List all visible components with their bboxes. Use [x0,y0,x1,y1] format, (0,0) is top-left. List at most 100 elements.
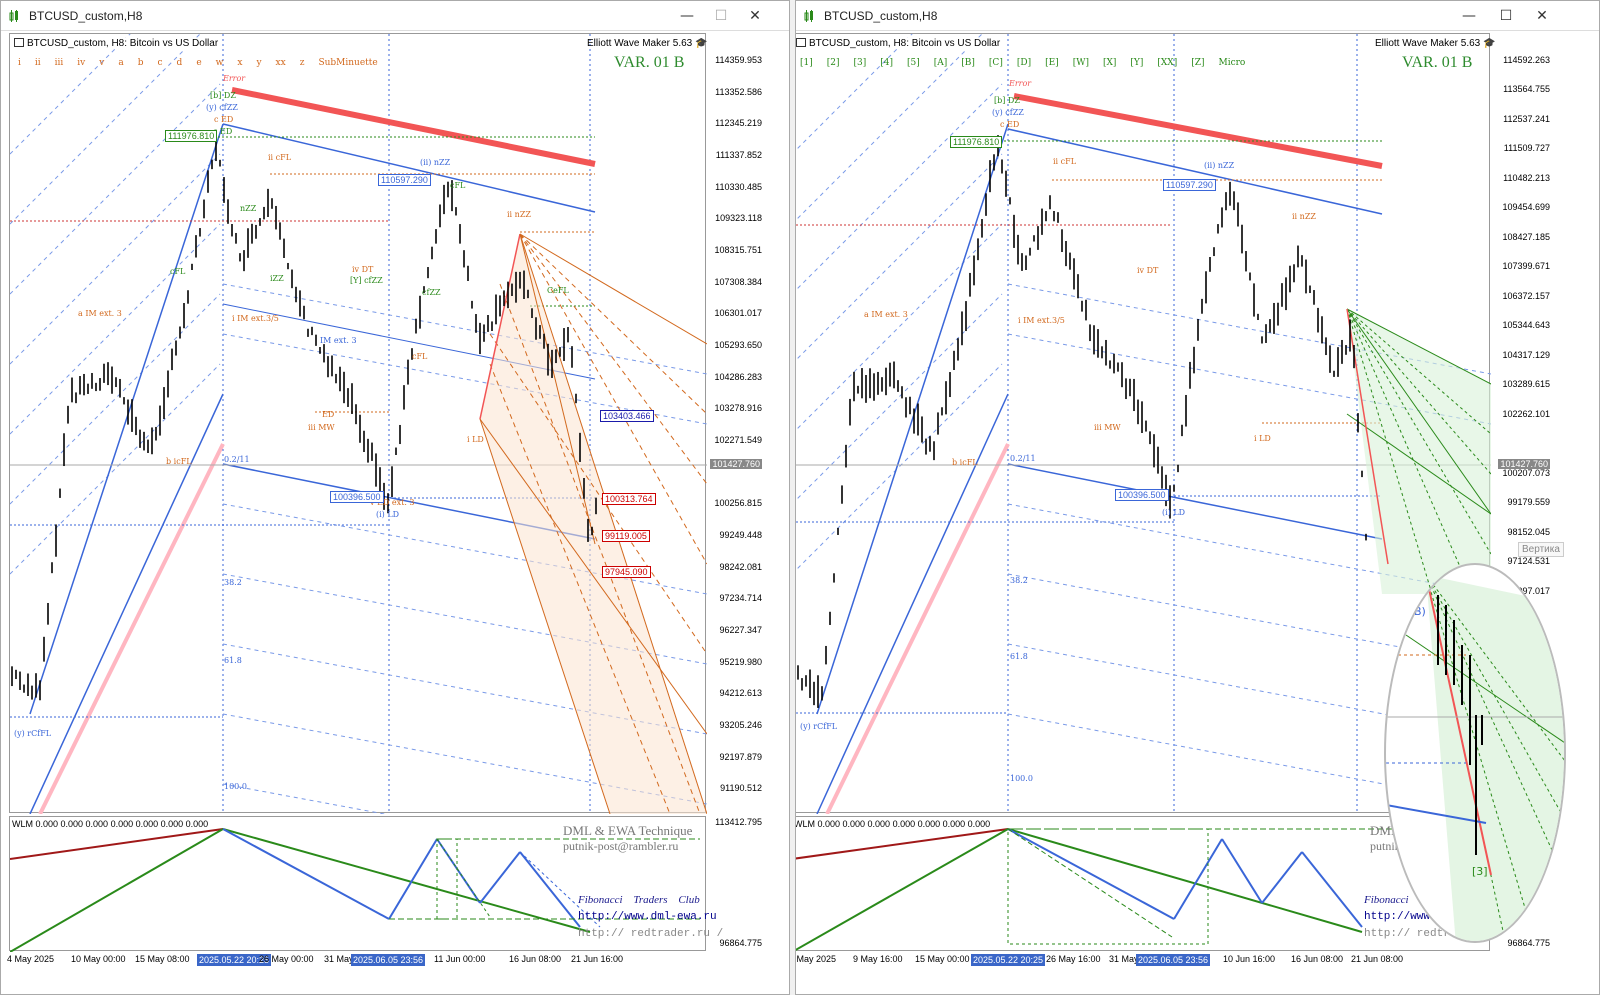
maximize-button[interactable]: ☐ [714,8,728,24]
wave-label: v ED ext. 3 [370,498,415,507]
url-link[interactable]: http://www.dml-ewa.ru [578,911,717,923]
wlm-subwindow[interactable]: WLM 0.000 0.000 0.000 0.000 0.000 0.000 … [9,816,723,953]
wave-label: iii MW [1094,423,1121,432]
wave-degree-item[interactable]: SubMinuette [318,58,378,68]
wave-degree-toolbar[interactable]: [1] [2] [3] [4] [5] [A] [B] [C] [D] [E] [W] [X] [Y] [… [800,58,1259,68]
wave-degree-item[interactable]: e [196,58,202,68]
price-box[interactable]: 110597.290 [378,174,431,186]
wave-degree-item[interactable]: [XX] [1157,58,1178,68]
time-tick: 26 May 16:00 [1046,954,1101,964]
price-tick: 114359.953 [715,55,762,65]
wave-label: c ED [1000,120,1020,129]
window-titlebar[interactable]: BTCUSD_custom,H8 — ☐ ✕ [1,1,789,31]
wave-degree-item[interactable]: [5] [907,58,920,68]
wave-degree-item[interactable]: xx [275,58,286,68]
wave-degree-item[interactable]: [1] [800,58,813,68]
wave-degree-item[interactable]: z [299,58,305,68]
magnifier-lens[interactable]: B) [3] [1384,563,1566,943]
wave-label: iZZ [270,274,284,283]
current-price-tag: 101427.760 [710,459,762,469]
maximize-button[interactable]: ☐ [1499,8,1513,24]
wave-degree-item[interactable]: iv [77,58,86,68]
wave-label: cFL [170,267,186,276]
wave-label: i IM ext.3/5 [1018,316,1065,325]
price-scale[interactable]: 114359.953 113352.586 112345.219 111337.852… [706,33,762,813]
wave-degree-item[interactable]: [Y] [1130,58,1144,68]
wave-degree-toolbar[interactable]: i ii iii iv v a b c d e w x y xx z SubMinuette [18,58,392,68]
fib-club-text: Fibonacci [1364,894,1409,906]
minimize-button[interactable]: — [1462,8,1476,24]
price-box[interactable]: 100396.500 [330,491,384,503]
wave-degree-item[interactable]: y [256,58,262,68]
wave-degree-item[interactable]: [Z] [1191,58,1205,68]
price-tick: 107308.384 [714,277,762,287]
price-box[interactable]: 103403.466 [600,410,654,422]
fib-level: 61.8 [224,656,242,665]
url-link[interactable]: http:// redtr [1364,928,1450,940]
wave-label: cFL [412,352,428,361]
wave-label: (i) LD [376,510,400,519]
price-tick: 102262.101 [1502,409,1550,419]
wlm-readout: WLM 0.000 0.000 0.000 0.000 0.000 0.000 … [795,819,991,829]
url-link[interactable]: http:// redtrader.ru / [578,928,724,940]
price-box[interactable]: 99119.005 [602,530,650,542]
time-tick: 10 Jun 16:00 [1223,954,1276,964]
wave-degree-item[interactable]: x [237,58,243,68]
close-button[interactable]: ✕ [1536,8,1548,24]
time-scale[interactable]: 4 May 2025 9 May 16:00 15 May 00:002025.05… [796,951,1490,969]
wave-degree-item[interactable]: [4] [880,58,893,68]
wave-degree-item[interactable]: iii [54,58,64,68]
price-tick: 108315.751 [714,245,762,255]
wlm-price-scale: 113412.795 96864.775 [706,816,762,951]
price-tick: 102271.549 [714,435,762,445]
wave-degree-item[interactable]: a [118,58,124,68]
price-scale[interactable]: 114592.263 113564.755 112537.241 111509.727… [1494,33,1550,813]
price-box[interactable]: 100396.500 [1115,489,1169,501]
chart-window-left[interactable]: BTCUSD_custom,H8 — ☐ ✕ [0,0,790,995]
wlm-subwindow[interactable]: WLM 0.000 0.000 0.000 0.000 0.000 0.000 … [795,816,1490,951]
wave-degree-item[interactable]: [D] [1016,58,1032,68]
chart-bars-icon [9,9,23,22]
wave-degree-item[interactable]: [W] [1072,58,1089,68]
price-box[interactable]: 111976.810 [950,136,1003,148]
wave-degree-item[interactable]: c [157,58,163,68]
window-titlebar[interactable]: BTCUSD_custom,H8 — ☐ ✕ [796,1,1599,31]
wave-degree-item[interactable]: w [215,58,224,68]
wave-degree-item[interactable]: v [99,58,105,68]
wave-label: cFL [450,181,466,190]
time-scale[interactable]: 4 May 2025 10 May 00:00 15 May 08:00 2025.0… [7,951,706,969]
variant-label: VAR. 01 B [614,54,685,71]
wave-degree-item[interactable]: b [137,58,144,68]
close-button[interactable]: ✕ [749,8,761,24]
price-tick: 111509.727 [1503,143,1550,153]
wave-degree-item[interactable]: [A] [933,58,948,68]
wave-degree-item[interactable]: [2] [826,58,840,68]
wave-degree-item[interactable]: d [176,58,183,68]
time-cursor-tag: 2025.05.22 20:25 [971,954,1046,966]
price-box[interactable]: 100313.764 [602,493,656,505]
wave-degree-item[interactable]: [3] [853,58,867,68]
wave-degree-item[interactable]: Micro [1218,58,1246,68]
price-box[interactable]: 111976.810 [165,130,218,142]
current-price-tag: 101427.760 [1498,459,1550,469]
price-tick: 95219.980 [719,657,762,667]
wave-degree-item[interactable]: [E] [1045,58,1059,68]
wave-degree-item[interactable]: [X] [1102,58,1117,68]
price-box[interactable]: 97945.090 [602,566,651,578]
graduation-cap-icon[interactable]: 🎓 [695,38,708,49]
wave-degree-item[interactable]: [C] [988,58,1003,68]
url-link[interactable]: http://www [1364,911,1431,923]
minimize-button[interactable]: — [680,8,694,24]
chart-window-right[interactable]: BTCUSD_custom,H8 — ☐ ✕ [795,0,1600,995]
time-cursor-tag: 2025.06.05 23:56 [351,954,426,966]
wave-degree-item[interactable]: ii [34,58,41,68]
svg-text:[3]: [3] [1472,865,1488,878]
main-chart-area[interactable]: BTCUSD_custom, H8: Bitcoin vs US Dollar … [796,1,1495,815]
price-box[interactable]: 110597.290 [1163,179,1216,191]
graduation-cap-icon[interactable]: 🎓 [1483,38,1496,49]
candlesticks [11,129,597,701]
main-chart-area[interactable]: BTCUSD_custom, H8: Bitcoin vs US Dollar … [9,1,708,875]
price-tick: 114592.263 [1503,55,1550,65]
wave-degree-item[interactable]: i [18,58,21,68]
wave-degree-item[interactable]: [B] [961,58,975,68]
